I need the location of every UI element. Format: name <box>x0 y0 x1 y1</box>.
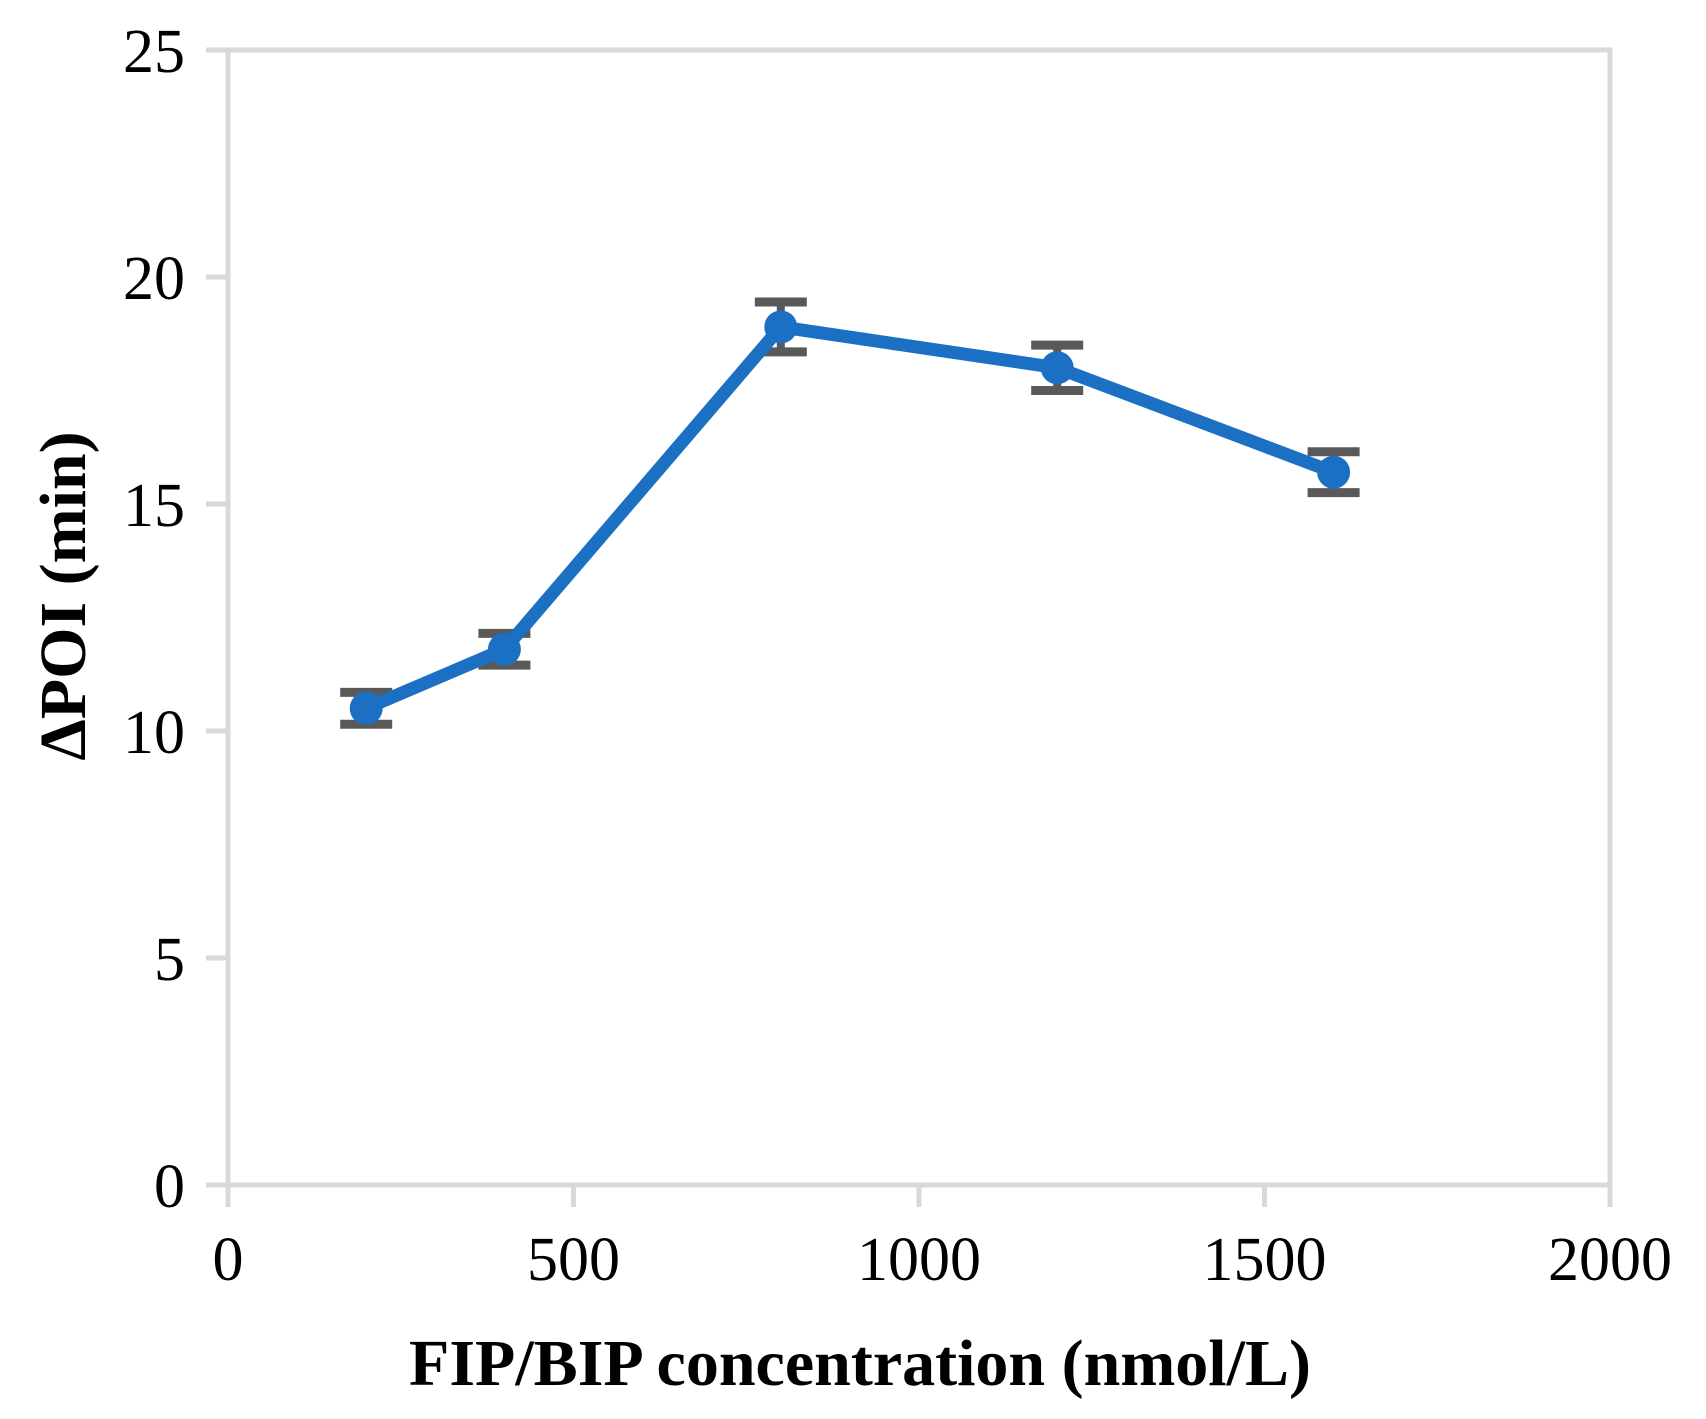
axis-ticks <box>206 47 1613 1207</box>
plot-area-border <box>225 47 1613 1188</box>
y-tick-label: 0 <box>154 1153 185 1221</box>
x-tick-label: 500 <box>527 1226 620 1294</box>
data-point-marker <box>349 691 383 725</box>
data-point-marker <box>1317 455 1351 489</box>
axis-tick-labels: 0 500 1000 1500 2000 0 5 10 15 20 25 <box>123 18 1672 1294</box>
y-axis-title: ΔPOI (min) <box>27 431 100 760</box>
data-point-marker <box>487 632 521 666</box>
x-tick-label: 1500 <box>1203 1226 1327 1294</box>
x-tick-label: 2000 <box>1548 1226 1672 1294</box>
data-point-marker <box>764 310 798 344</box>
data-series <box>349 310 1351 725</box>
plot-border <box>225 47 1613 1188</box>
y-tick-label: 5 <box>154 926 185 994</box>
y-tick-label: 15 <box>123 472 185 540</box>
x-axis-title: FIP/BIP concentration (nmol/L) <box>409 1327 1311 1400</box>
y-tick-label: 25 <box>123 18 185 86</box>
y-tick-label: 10 <box>123 699 185 767</box>
x-tick-label: 0 <box>213 1226 244 1294</box>
x-tick-label: 1000 <box>857 1226 981 1294</box>
data-point-marker <box>1040 351 1074 385</box>
y-tick-label: 20 <box>123 245 185 313</box>
